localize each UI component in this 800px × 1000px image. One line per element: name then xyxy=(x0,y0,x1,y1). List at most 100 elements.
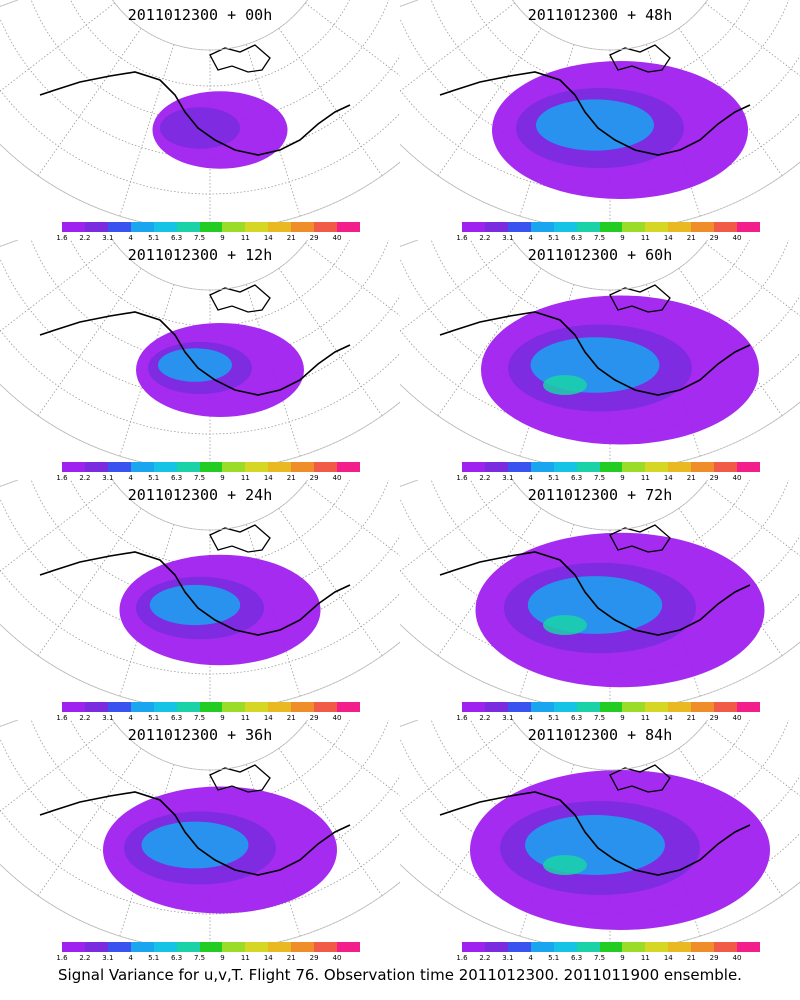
colorbar-swatch xyxy=(462,222,485,232)
colorbar-tick-label: 21 xyxy=(686,954,696,962)
colorbar-swatch xyxy=(130,702,154,712)
colorbar-swatch xyxy=(553,462,577,472)
colorbar-swatch xyxy=(714,942,738,952)
map-frame xyxy=(400,0,800,231)
colorbar-swatch xyxy=(737,702,760,712)
colorbar-tick-label: 11 xyxy=(240,474,250,482)
colorbar-swatch xyxy=(462,462,485,472)
forecast-panel: 2011012300 + 12h 1.6 2.2 3.1 4 5.1 6.3 7.5 9 11 14… xyxy=(0,240,400,482)
panel-title: 2011012300 + 12h xyxy=(127,246,273,264)
colorbar xyxy=(462,702,760,712)
colorbar-swatch xyxy=(245,942,269,952)
colorbar-tick-label: 21 xyxy=(286,714,296,722)
colorbar-swatch xyxy=(62,222,85,232)
colorbar-tick-label: 3.1 xyxy=(502,474,514,482)
colorbar-tick-label: 21 xyxy=(286,474,296,482)
colorbar-swatch xyxy=(291,702,315,712)
colorbar-tick-label: 4 xyxy=(528,714,533,722)
latitude-gridline xyxy=(0,257,400,399)
colorbar-swatch xyxy=(153,942,177,952)
colorbar-swatch xyxy=(222,942,246,952)
colorbar-tick-label: 14 xyxy=(663,474,673,482)
colorbar-swatch xyxy=(668,942,692,952)
colorbar-swatch xyxy=(153,702,177,712)
colorbar-tick-label: 2.2 xyxy=(79,714,91,722)
colorbar-tick-label: 14 xyxy=(663,714,673,722)
panel-title: 2011012300 + 72h xyxy=(527,486,673,504)
variance-field xyxy=(543,615,587,635)
colorbar-swatch xyxy=(507,942,531,952)
colorbar-tick-label: 40 xyxy=(332,954,342,962)
colorbar-tick-label: 5.1 xyxy=(148,954,160,962)
colorbar-swatch xyxy=(337,942,360,952)
forecast-panel: 2011012300 + 72h 1.6 2.2 3.1 4 5.1 6.3 7.5 9 11 14… xyxy=(400,480,800,722)
latitude-gridline xyxy=(400,17,800,159)
colorbar-swatch xyxy=(314,222,338,232)
panel-title: 2011012300 + 24h xyxy=(127,486,273,504)
colorbar xyxy=(462,222,760,232)
colorbar-tick-label: 14 xyxy=(263,954,273,962)
colorbar-tick-label: 4 xyxy=(128,954,133,962)
colorbar-swatch xyxy=(268,702,292,712)
panel-title: 2011012300 + 48h xyxy=(527,6,673,24)
colorbar-tick-label: 2.2 xyxy=(79,954,91,962)
colorbar-swatch xyxy=(222,702,246,712)
colorbar-swatch xyxy=(314,942,338,952)
colorbar-swatch xyxy=(153,462,177,472)
colorbar-swatch xyxy=(553,942,577,952)
colorbar-tick-label: 11 xyxy=(640,234,650,242)
colorbar-tick-label: 5.1 xyxy=(548,714,560,722)
latitude-gridline xyxy=(400,257,800,399)
panel-title: 2011012300 + 60h xyxy=(527,246,673,264)
colorbar-swatch xyxy=(222,222,246,232)
colorbar-swatch xyxy=(176,702,200,712)
colorbar-tick-label: 11 xyxy=(640,954,650,962)
colorbar-tick-label: 9 xyxy=(620,234,625,242)
latitude-gridline xyxy=(430,720,790,843)
colorbar-tick-label: 6.3 xyxy=(571,234,583,242)
colorbar-tick-label: 2.2 xyxy=(479,954,491,962)
colorbar-swatch xyxy=(530,942,554,952)
colorbar-tick-label: 29 xyxy=(709,234,719,242)
latitude-gridline xyxy=(30,480,390,603)
coastline xyxy=(39,791,351,876)
colorbar-tick-label: 7.5 xyxy=(193,234,206,242)
colorbar-tick-label: 21 xyxy=(286,954,296,962)
colorbar-tick-label: 14 xyxy=(263,474,273,482)
map-plot xyxy=(0,0,400,231)
colorbar-swatch xyxy=(691,462,715,472)
forecast-panel: 2011012300 + 84h 1.6 2.2 3.1 4 5.1 6.3 7.5 9 11 14… xyxy=(400,720,800,962)
forecast-panel: 2011012300 + 60h 1.6 2.2 3.1 4 5.1 6.3 7.5 9 11 14… xyxy=(400,240,800,482)
colorbar xyxy=(62,222,360,232)
colorbar-swatch xyxy=(107,942,131,952)
forecast-panel: 2011012300 + 00h 1.6 2.2 3.1 4 5.1 6.3 7.5 9 11 14… xyxy=(0,0,400,242)
colorbar-tick-label: 29 xyxy=(309,954,319,962)
colorbar-swatch xyxy=(691,942,715,952)
colorbar-swatch xyxy=(714,702,738,712)
map-plot xyxy=(400,240,800,471)
colorbar-swatch xyxy=(337,222,360,232)
colorbar-tick-label: 29 xyxy=(309,234,319,242)
forecast-panel: 2011012300 + 36h 1.6 2.2 3.1 4 5.1 6.3 7.5 9 11 14… xyxy=(0,720,400,962)
colorbar-ticks: 1.6 2.2 3.1 4 5.1 6.3 7.5 9 11 14 21 29 40 xyxy=(456,234,760,244)
colorbar-tick-label: 1.6 xyxy=(56,474,68,482)
colorbar-swatch xyxy=(314,462,338,472)
colorbar-ticks: 1.6 2.2 3.1 4 5.1 6.3 7.5 9 11 14 21 29 40 xyxy=(56,954,360,964)
map-frame xyxy=(400,720,800,951)
coastline xyxy=(439,311,751,396)
colorbar-swatch xyxy=(245,462,269,472)
colorbar-swatch xyxy=(291,462,315,472)
colorbar-tick-label: 1.6 xyxy=(56,234,68,242)
colorbar-swatch xyxy=(645,462,669,472)
variance-field xyxy=(543,855,587,875)
colorbar-tick-label: 21 xyxy=(686,234,696,242)
colorbar-swatch xyxy=(199,702,223,712)
colorbar xyxy=(462,942,760,952)
colorbar-swatch xyxy=(130,222,154,232)
colorbar-tick-label: 1.6 xyxy=(56,954,68,962)
colorbar-swatch xyxy=(62,942,85,952)
coastline xyxy=(439,71,751,156)
colorbar-swatch xyxy=(291,222,315,232)
colorbar-tick-label: 40 xyxy=(732,714,742,722)
colorbar-swatch xyxy=(599,222,623,232)
